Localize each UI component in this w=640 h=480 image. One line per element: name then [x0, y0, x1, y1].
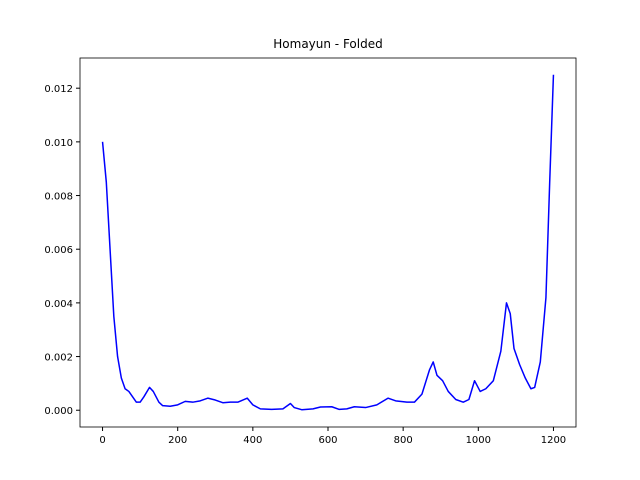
y-tick-label: 0.010	[44, 138, 73, 149]
x-tick-label: 1000	[466, 435, 491, 446]
x-tick-label: 400	[243, 435, 262, 446]
chart-title: Homayun - Folded	[273, 37, 382, 51]
x-tick-label: 600	[318, 435, 337, 446]
y-tick-label: 0.004	[44, 299, 73, 310]
plot-frame	[79, 57, 577, 428]
x-tick-label: 1200	[541, 435, 566, 446]
x-tick-label: 800	[394, 435, 413, 446]
y-tick-label: 0.000	[44, 406, 73, 417]
x-tick-label: 0	[99, 435, 105, 446]
y-tick-label: 0.002	[44, 353, 73, 364]
line-series	[101, 74, 555, 411]
y-tick-label: 0.006	[44, 245, 73, 256]
y-tick-label: 0.012	[44, 84, 73, 95]
x-tick-label: 200	[168, 435, 187, 446]
y-tick-label: 0.008	[44, 192, 73, 203]
